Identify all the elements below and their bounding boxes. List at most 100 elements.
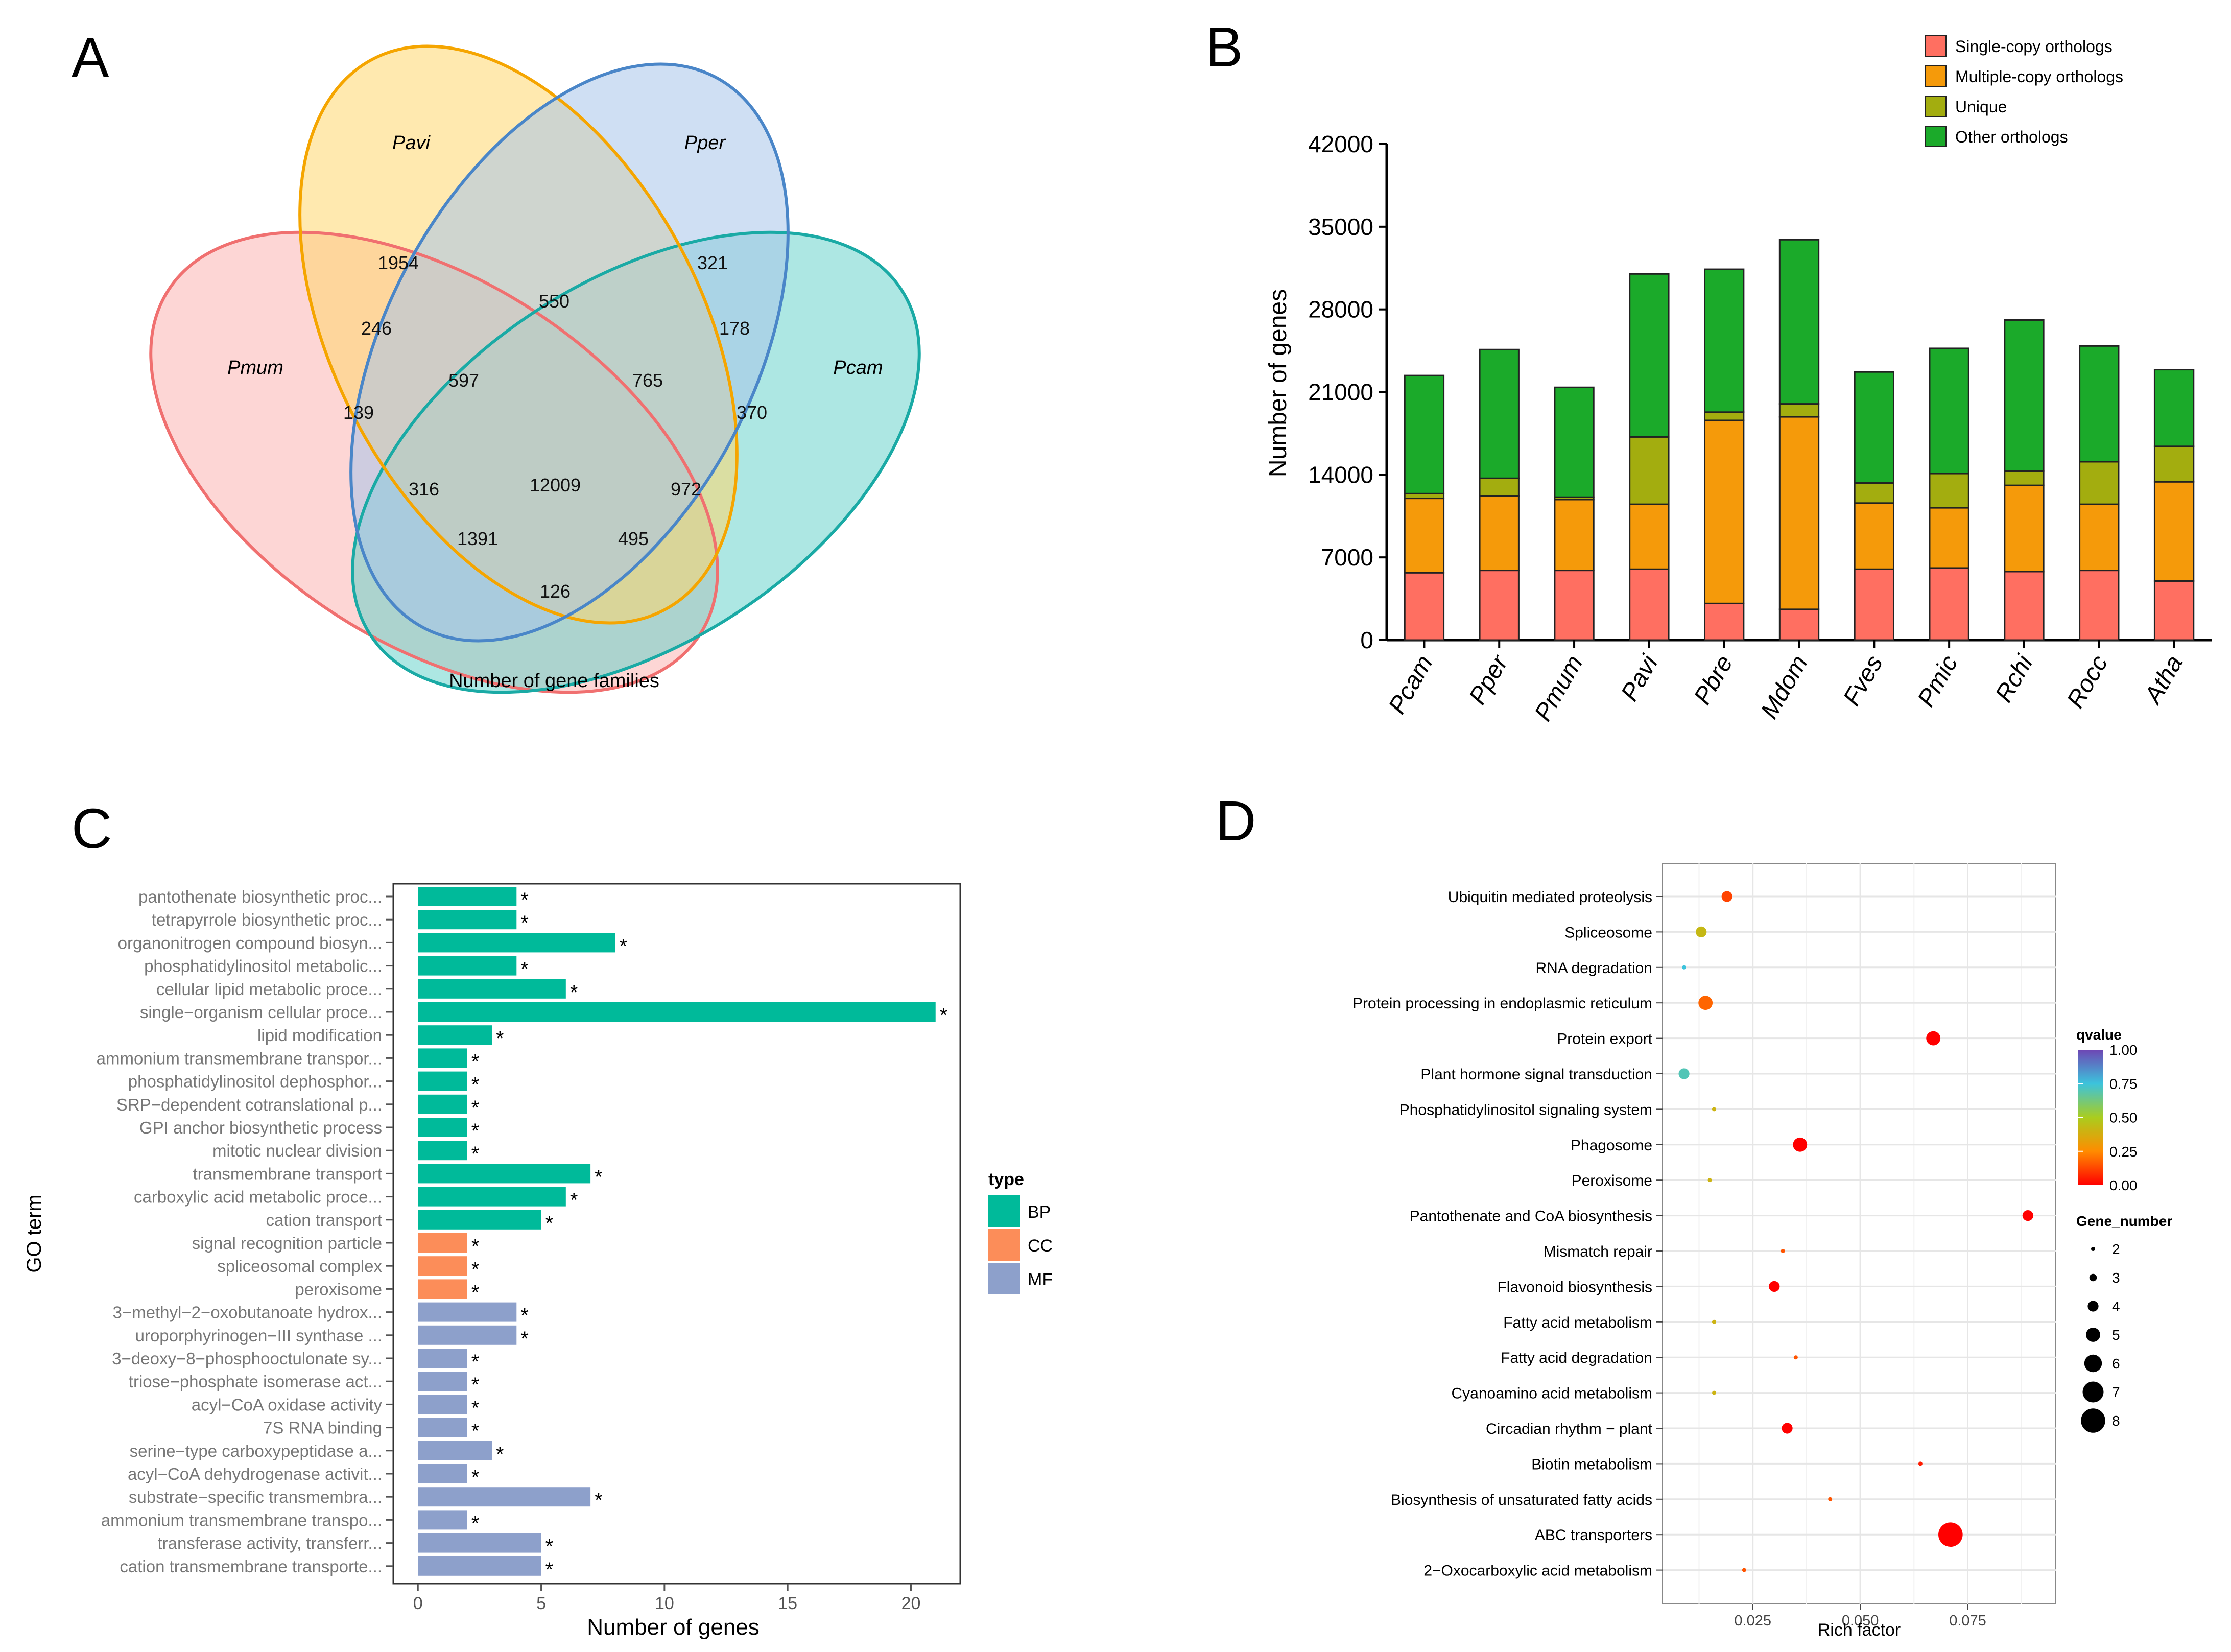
y-tick-label: triose−phosphate isomerase act...: [129, 1372, 382, 1391]
y-tick-label: 3−deoxy−8−phosphooctulonate sy...: [112, 1349, 382, 1368]
bar: [418, 956, 517, 976]
legend-label: Other orthologs: [1955, 128, 2068, 146]
legend-swatch: [988, 1263, 1020, 1294]
y-axis-label: Number of genes: [1265, 289, 1292, 477]
x-tick-label: Atha: [2139, 651, 2188, 710]
enrichment-bubble-chart: Ubiquitin mediated proteolysis Spliceosom…: [1352, 863, 2172, 1640]
y-tick-label: cellular lipid metabolic proce...: [156, 980, 382, 999]
color-tick-label: 0.50: [2109, 1110, 2138, 1126]
data-point: [1696, 926, 1707, 937]
significance-mark: *: [545, 1212, 554, 1235]
bar: [418, 1349, 467, 1368]
y-tick-label: acyl−CoA oxidase activity: [192, 1395, 383, 1414]
bar-segment: [2004, 319, 2045, 472]
y-tick-label: 14000: [1308, 461, 1373, 488]
bar-series: [1404, 239, 2195, 641]
size-legend-dot: [2081, 1408, 2105, 1433]
venn-diagram: Pavi Pper Pmum Pcam 1954 321 550 246 178…: [149, 44, 921, 694]
bar-segment: [2004, 470, 2045, 486]
x-axis-label: Rich factor: [1818, 1620, 1901, 1640]
significance-mark: *: [471, 1258, 480, 1281]
bar-segment: [1629, 436, 1670, 505]
y-tick-label: uroporphyrinogen−III synthase ...: [135, 1326, 382, 1345]
bar-segment: [1479, 477, 1520, 497]
y-tick-label: acyl−CoA dehydrogenase activit...: [128, 1465, 382, 1483]
y-tick-label: 35000: [1308, 214, 1373, 240]
venn-count: 139: [343, 402, 374, 423]
significance-mark: *: [570, 1189, 578, 1212]
venn-set-label-pcam: Pcam: [833, 357, 883, 379]
color-tick-label: 0.25: [2109, 1144, 2138, 1160]
y-tick-label: Circadian rhythm − plant: [1486, 1421, 1653, 1437]
significance-mark: *: [471, 1397, 480, 1419]
x-axis: 0 5 10 15 20: [413, 1584, 920, 1613]
bar-segment: [1929, 347, 1969, 475]
bar: [418, 1233, 467, 1253]
panel-label-a: A: [72, 26, 109, 89]
y-tick-label: phosphatidylinositol dephosphor...: [128, 1072, 382, 1091]
y-tick-label: 21000: [1308, 379, 1373, 406]
x-tick-label: Mdom: [1755, 651, 1813, 723]
data-point: [1782, 1423, 1793, 1434]
y-tick-label: Spliceosome: [1564, 924, 1652, 941]
venn-caption: Number of gene families: [449, 670, 659, 692]
x-axis-label: Number of genes: [587, 1615, 760, 1640]
bar-segment: [1704, 268, 1745, 413]
bar-series: * pantothenate biosynthetic proc... * tetra…: [97, 887, 948, 1581]
size-legend-dot: [2086, 1328, 2100, 1342]
significance-mark: *: [520, 958, 529, 981]
bar: [418, 1418, 467, 1437]
significance-mark: *: [595, 1166, 603, 1188]
data-point: [1707, 1178, 1712, 1183]
y-tick-label: 42000: [1308, 131, 1373, 157]
significance-mark: *: [619, 935, 627, 957]
panel-label-b: B: [1205, 16, 1243, 79]
significance-mark: *: [570, 981, 578, 1004]
size-legend-label: 8: [2112, 1413, 2120, 1429]
bar: [418, 1256, 467, 1276]
x-tick-label: Pcam: [1384, 651, 1438, 719]
x-axis: 0.025 0.050 0.075: [1734, 1604, 1986, 1629]
x-tick-label: Fves: [1838, 651, 1888, 711]
panel-label-d: D: [1216, 790, 1256, 853]
bar-segment: [2004, 484, 2045, 573]
legend-title: qvalue: [2076, 1027, 2122, 1043]
x-tick-label: 15: [778, 1594, 797, 1613]
data-point: [1678, 1068, 1690, 1079]
bar: [418, 910, 517, 930]
y-tick-label: Protein processing in endoplasmic reticu…: [1352, 995, 1652, 1012]
bar: [418, 1094, 467, 1114]
data-point: [1938, 1522, 1963, 1547]
venn-count: 178: [719, 318, 750, 339]
bar-segment: [1929, 473, 1969, 509]
y-tick-label: organonitrogen compound biosyn...: [118, 933, 382, 952]
legend-title: type: [988, 1170, 1024, 1189]
bar-segment: [2153, 445, 2195, 483]
y-tick-label: ammonium transmembrane transpo...: [101, 1511, 382, 1529]
bar-segment: [1778, 403, 1820, 418]
bar-segment: [1479, 348, 1520, 479]
y-tick-label: 3−methyl−2−oxobutanoate hydrox...: [113, 1303, 382, 1322]
significance-mark: *: [940, 1004, 948, 1027]
data-point: [1793, 1137, 1808, 1152]
bar-segment: [1479, 570, 1520, 641]
y-tick-label: pantothenate biosynthetic proc...: [138, 887, 382, 906]
y-tick-label: Phosphatidylinositol signaling system: [1399, 1101, 1652, 1118]
bar: [418, 887, 517, 906]
venn-count: 321: [697, 252, 728, 273]
significance-mark: *: [595, 1489, 603, 1512]
bar-segment: [1404, 374, 1445, 494]
bar-segment: [2079, 570, 2120, 641]
legend-label: MF: [1028, 1270, 1053, 1289]
significance-mark: *: [520, 912, 529, 934]
significance-mark: *: [520, 1305, 529, 1327]
venn-count: 12009: [530, 475, 581, 495]
bar: [418, 1441, 492, 1460]
bar-segment: [2153, 369, 2195, 447]
y-tick-label: ammonium transmembrane transpor...: [97, 1049, 382, 1068]
venn-count: 972: [671, 479, 701, 500]
venn-set-label-pavi: Pavi: [392, 132, 431, 154]
y-tick-label: Biosynthesis of unsaturated fatty acids: [1391, 1492, 1652, 1508]
